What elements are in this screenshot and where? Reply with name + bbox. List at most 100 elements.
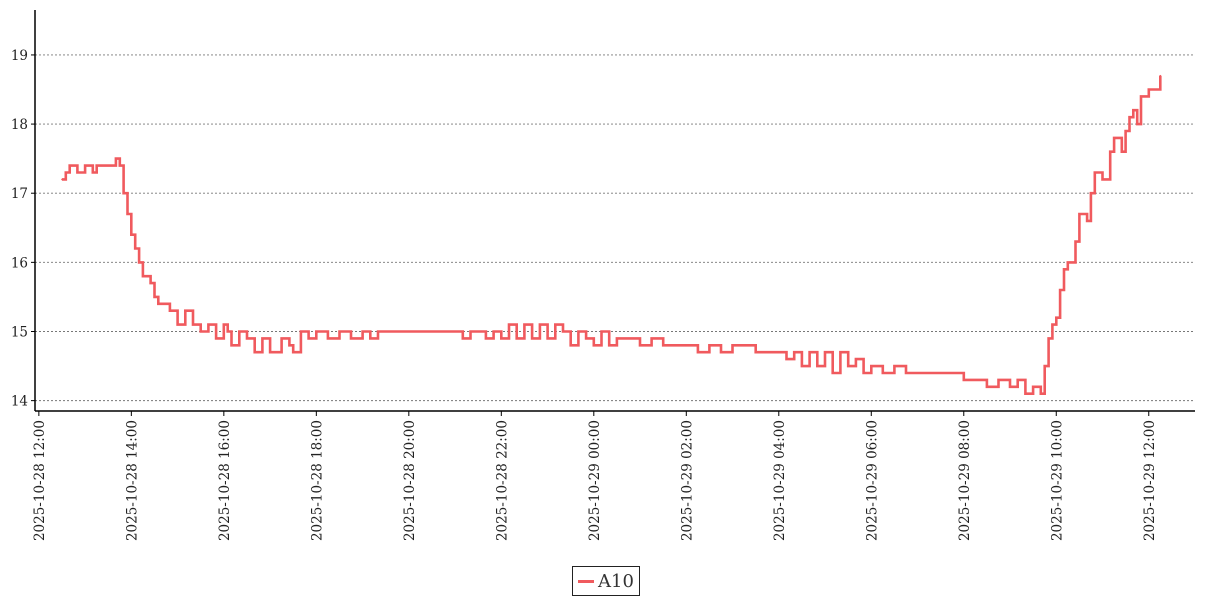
data-point-83: [801, 365, 803, 367]
data-point-119: [1094, 171, 1096, 174]
data-point-38: [307, 337, 310, 340]
data-point-31: [253, 351, 256, 354]
data-point-39: [315, 330, 318, 333]
legend-label-a10: A10: [598, 570, 634, 592]
data-point-66: [593, 344, 595, 347]
data-point-55: [508, 323, 510, 326]
data-point-124: [1124, 130, 1127, 132]
data-point-131: [1159, 74, 1162, 77]
data-point-109: [1051, 323, 1054, 326]
data-point-71: [639, 344, 641, 347]
x-tick-label-1: 2025-10-28 14:00: [124, 420, 140, 541]
y-tick-label-17: 17: [11, 186, 28, 202]
data-point-13: [134, 247, 136, 250]
data-point-125: [1128, 116, 1131, 118]
data-point-87: [831, 372, 834, 374]
data-point-41: [338, 330, 341, 333]
data-point-85: [816, 365, 819, 367]
data-point-121: [1109, 150, 1112, 153]
x-tick-label-2: 2025-10-28 16:00: [217, 420, 233, 541]
data-point-19: [169, 309, 171, 312]
data-point-67: [600, 330, 603, 333]
data-point-99: [974, 379, 977, 381]
y-tick-label-14: 14: [11, 394, 28, 410]
data-point-82: [793, 351, 796, 354]
axes: [34, 10, 1195, 412]
y-tick-label-15: 15: [11, 324, 28, 340]
data-point-17: [153, 296, 156, 298]
data-point-111: [1059, 289, 1061, 291]
data-point-88: [839, 351, 842, 354]
data-point-77: [720, 351, 722, 354]
data-point-3: [76, 171, 79, 174]
data-point-123: [1120, 150, 1123, 153]
x-tick-label-11: 2025-10-29 10:00: [1049, 420, 1065, 541]
data-point-84: [808, 351, 811, 354]
y-tick-label-18: 18: [11, 117, 28, 133]
x-tick-label-6: 2025-10-29 00:00: [587, 420, 603, 541]
data-point-65: [585, 337, 587, 340]
data-point-58: [531, 337, 533, 340]
data-point-46: [392, 330, 395, 333]
data-point-108: [1047, 337, 1050, 340]
data-point-60: [546, 337, 549, 340]
data-point-110: [1055, 316, 1058, 319]
data-point-117: [1086, 220, 1088, 222]
data-point-75: [697, 351, 699, 354]
data-point-128: [1140, 95, 1142, 98]
series-group: [61, 74, 1162, 395]
data-point-23: [199, 330, 202, 333]
data-point-112: [1063, 268, 1065, 271]
data-point-126: [1132, 109, 1135, 112]
data-point-36: [292, 351, 295, 354]
data-point-105: [1032, 386, 1034, 388]
data-point-98: [962, 379, 965, 381]
data-point-0: [61, 178, 63, 181]
data-point-52: [485, 337, 487, 340]
data-point-30: [246, 337, 248, 340]
data-point-102: [1009, 386, 1011, 388]
data-point-68: [608, 344, 611, 347]
data-point-79: [754, 351, 757, 354]
y-tick-label-16: 16: [11, 255, 28, 271]
data-point-94: [893, 365, 896, 367]
data-point-20: [176, 323, 179, 326]
data-point-107: [1043, 365, 1046, 367]
data-point-104: [1024, 392, 1027, 395]
data-point-44: [369, 337, 372, 340]
data-point-113: [1067, 261, 1069, 264]
data-point-62: [562, 330, 564, 333]
data-point-10: [122, 192, 125, 195]
data-point-93: [882, 372, 884, 374]
x-tick-label-0: 2025-10-28 12:00: [32, 420, 48, 541]
data-point-24: [207, 323, 210, 326]
data-point-51: [469, 330, 472, 333]
x-tick-label-12: 2025-10-29 12:00: [1142, 420, 1158, 541]
x-tick-label-5: 2025-10-28 22:00: [494, 420, 510, 541]
x-tick-label-7: 2025-10-29 02:00: [679, 420, 695, 541]
data-point-91: [862, 372, 865, 374]
data-point-18: [157, 303, 160, 305]
data-point-70: [627, 337, 630, 340]
data-point-89: [847, 365, 849, 367]
data-point-69: [616, 337, 618, 340]
data-point-22: [192, 323, 194, 326]
data-point-6: [95, 164, 98, 167]
data-point-106: [1040, 392, 1042, 395]
data-point-47: [408, 330, 410, 333]
data-point-16: [149, 282, 152, 284]
data-point-116: [1078, 213, 1081, 215]
gridlines: [35, 54, 1195, 402]
data-point-120: [1101, 178, 1104, 181]
data-point-2: [68, 164, 71, 167]
data-point-33: [269, 351, 271, 354]
data-point-11: [126, 213, 129, 215]
data-point-48: [431, 330, 433, 333]
data-point-101: [997, 379, 1000, 381]
data-point-95: [905, 372, 907, 374]
data-point-90: [855, 358, 857, 360]
y-axis-ticks: 14 15 16 17 18 19: [11, 48, 35, 410]
data-point-37: [300, 330, 302, 333]
data-point-80: [777, 351, 780, 354]
x-tick-label-3: 2025-10-28 18:00: [309, 420, 325, 541]
